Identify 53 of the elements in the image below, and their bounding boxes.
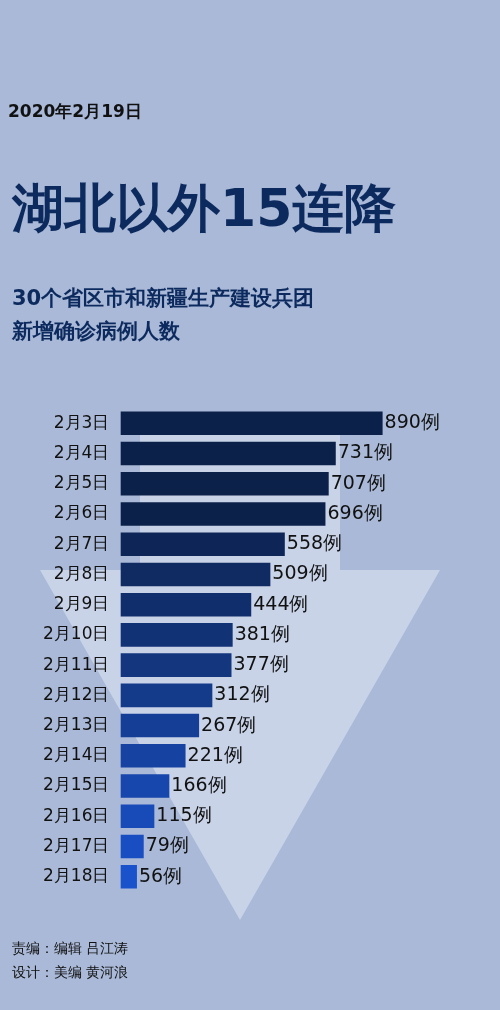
y-tick-label: 2月13日 (42, 713, 110, 734)
bar (120, 744, 186, 768)
text: 责编：编辑 吕江涛 (12, 940, 129, 958)
bar (120, 774, 170, 798)
data-label: 377例 (233, 652, 289, 675)
bar (120, 411, 383, 436)
chart-title: 湖北以外15连降 (12, 178, 398, 238)
y-tick-label: 2月4日 (53, 441, 110, 462)
bar (120, 471, 329, 496)
bar (120, 502, 326, 526)
data-label: 509例 (272, 561, 328, 584)
data-label: 707例 (330, 470, 386, 493)
data-label: 115例 (156, 803, 212, 826)
y-tick-label: 2月15日 (42, 774, 110, 795)
data-label: 312例 (214, 682, 270, 705)
data-label: 221例 (187, 742, 243, 765)
bar (120, 864, 137, 889)
y-tick-label: 2月18日 (42, 865, 110, 886)
bar (120, 441, 336, 466)
data-label: 79例 (145, 833, 189, 856)
data-label: 558例 (286, 531, 343, 554)
data-label: 166例 (171, 772, 227, 795)
data-label: 890例 (384, 410, 440, 433)
bar (120, 592, 252, 617)
data-label: 381例 (234, 621, 290, 644)
bar (120, 683, 213, 708)
bar (120, 623, 233, 647)
bar (120, 653, 232, 677)
y-tick-label: 2月6日 (53, 502, 110, 523)
y-tick-label: 2月11日 (42, 653, 110, 674)
bar (120, 713, 200, 738)
y-tick-label: 2月17日 (42, 834, 110, 855)
bar (120, 834, 144, 859)
data-label: 444例 (253, 591, 309, 614)
text: 2020年2月19日 (8, 100, 142, 123)
y-tick-label: 2月5日 (53, 472, 110, 493)
data-label: 731例 (337, 440, 394, 463)
data-label: 696例 (327, 500, 383, 523)
y-tick-label: 2月14日 (42, 744, 110, 765)
y-tick-label: 2月12日 (42, 683, 110, 704)
data-label: 267例 (201, 712, 257, 735)
bar (120, 532, 285, 556)
y-tick-label: 2月16日 (42, 804, 110, 825)
y-tick-label: 2月10日 (42, 623, 110, 644)
y-tick-label: 2月8日 (53, 562, 110, 583)
y-tick-label: 2月9日 (53, 593, 110, 614)
y-tick-label: 2月7日 (53, 532, 110, 553)
bar (120, 804, 155, 829)
y-tick-label: 2月3日 (53, 411, 110, 432)
bar (120, 562, 271, 587)
chart-subtitle: 30个省区市和新疆生产建设兵团新增确诊病例人数 (12, 285, 316, 345)
text: 设计：美编 黄河浪 (12, 964, 129, 982)
data-label: 56例 (138, 863, 183, 886)
